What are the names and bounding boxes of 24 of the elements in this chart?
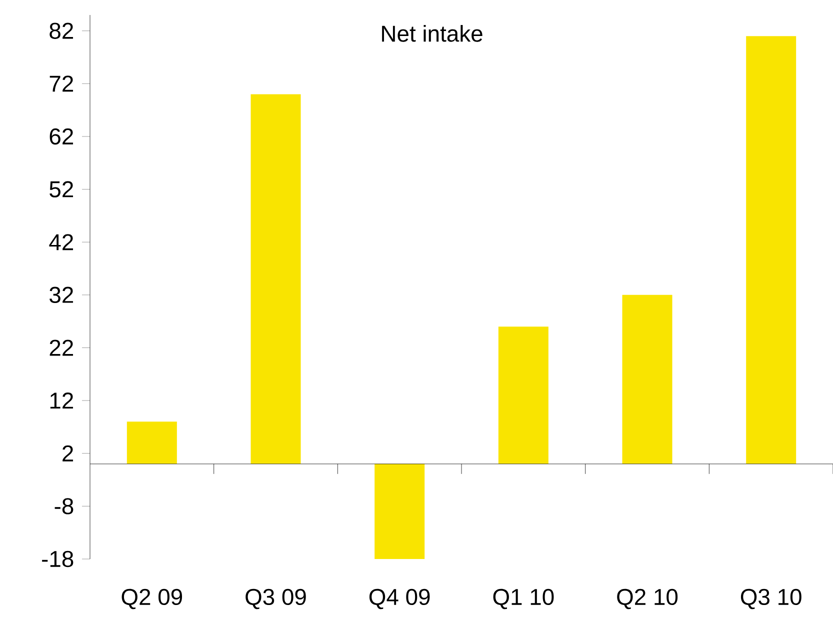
y-tick-label: 12 (50, 392, 74, 409)
y-tick-label: 82 (50, 22, 74, 39)
x-tick-label: Q2 10 (617, 588, 678, 610)
bar (498, 326, 548, 464)
x-tick-label: Q3 09 (246, 588, 306, 610)
bar (374, 464, 425, 559)
y-tick-label: 22 (50, 340, 74, 356)
y-tick-label: 72 (50, 76, 74, 92)
x-tick-label: Q1 10 (493, 588, 554, 610)
bar (622, 294, 672, 464)
y-tick-label: 32 (50, 286, 74, 304)
chart-title: Net intake (382, 25, 482, 42)
y-tick-label: 62 (50, 128, 74, 145)
bar (746, 36, 796, 464)
x-tick-label: Q2 09 (122, 588, 182, 610)
y-tick-label: 42 (49, 234, 74, 250)
bar (250, 94, 301, 464)
x-tick-label: Q4 09 (369, 588, 430, 610)
y-tick-label: 52 (50, 181, 74, 198)
y-tick-label: -18 (42, 550, 74, 568)
x-tick-label: Q3 10 (740, 588, 802, 610)
y-tick-label: -8 (54, 498, 74, 514)
y-tick-label: 2 (62, 445, 74, 462)
bar (126, 422, 177, 464)
